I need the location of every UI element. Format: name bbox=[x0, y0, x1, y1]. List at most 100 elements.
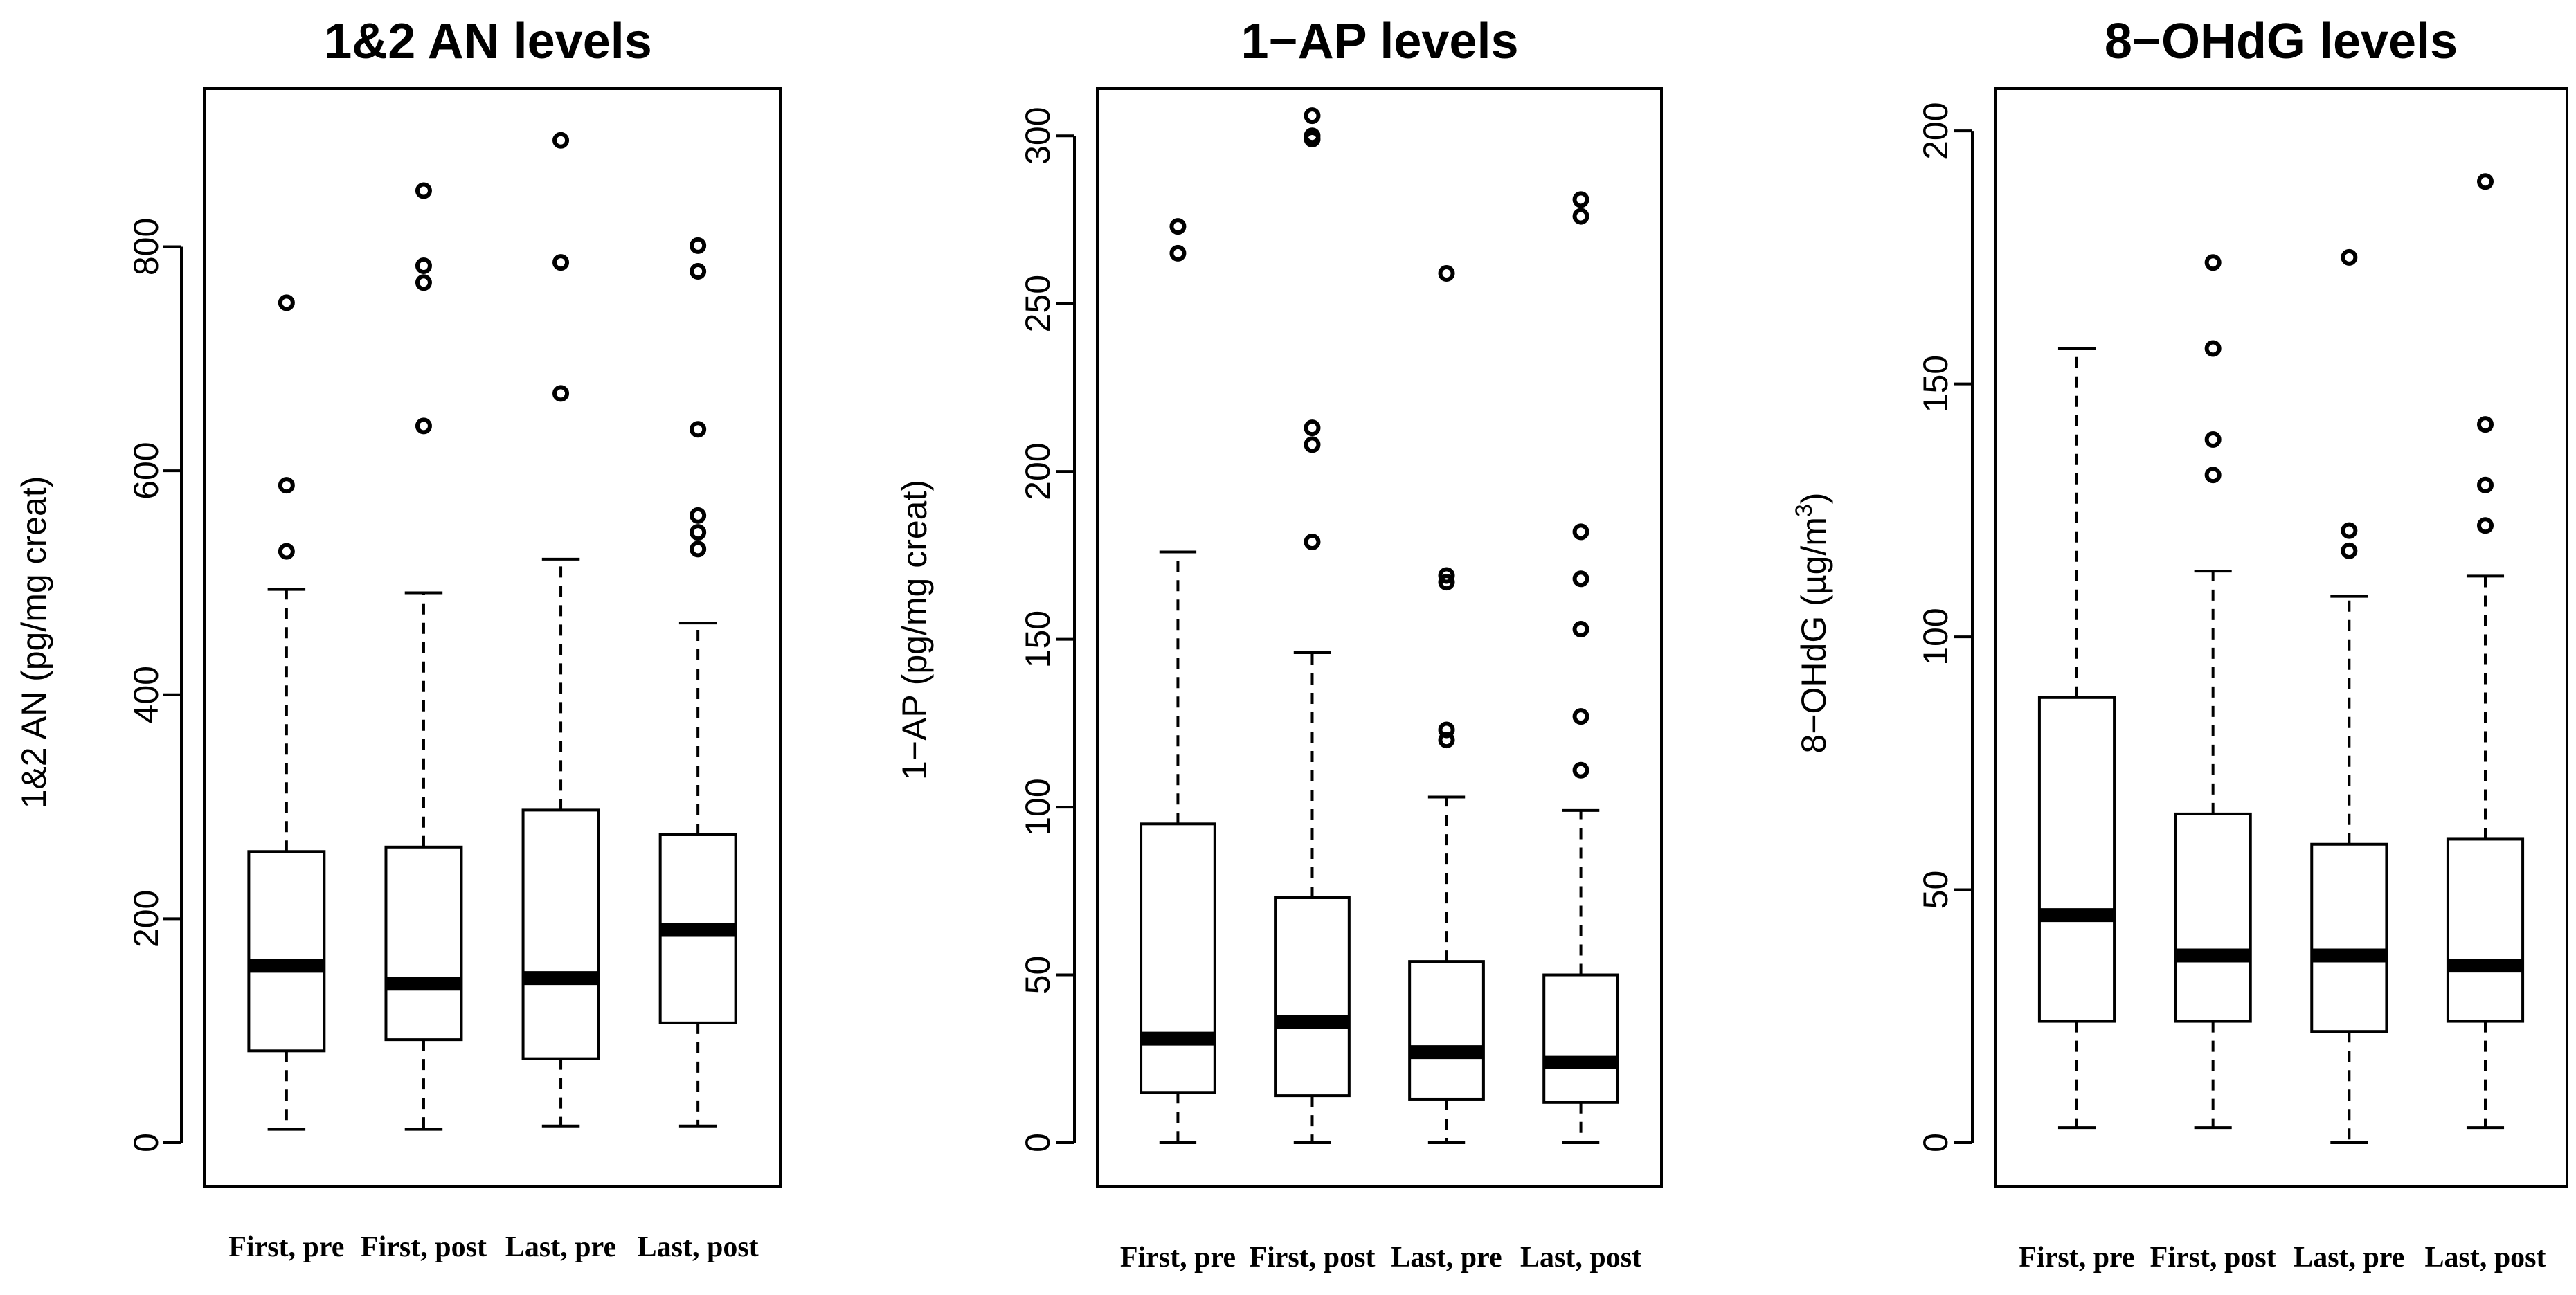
outlier-point bbox=[1169, 244, 1187, 262]
y-tick-label: 200 bbox=[127, 890, 165, 948]
y-tick-label: 400 bbox=[127, 666, 165, 723]
plot-frame bbox=[1994, 87, 2568, 1188]
outlier-point bbox=[415, 417, 432, 435]
box-4 bbox=[658, 237, 737, 1128]
chart-title: 8−OHdG levels bbox=[2105, 14, 2458, 69]
y-tick-label: 50 bbox=[1018, 956, 1057, 995]
y-tick-label: 0 bbox=[1018, 1133, 1057, 1152]
boxplot-marks: 0 200 400 600 800 First, pre First, post Last, … bbox=[127, 132, 759, 1263]
panel-ohdg-levels: 8−OHdG levels 8−OHdG (µg/m3) 0 50 100 150 20… bbox=[1791, 14, 2568, 1274]
outlier-point bbox=[1304, 533, 1321, 550]
iqr-box bbox=[1274, 896, 1351, 1098]
outlier-point bbox=[1304, 107, 1321, 125]
boxplot-marks: 0 50 100 150 200 First, pre First, post Last, p… bbox=[1916, 102, 2546, 1274]
x-tick-label: Last, post bbox=[638, 1231, 759, 1263]
x-tick-label: First, pre bbox=[1120, 1242, 1236, 1274]
x-tick-label: First, post bbox=[361, 1231, 487, 1263]
y-tick-label: 150 bbox=[1018, 610, 1057, 668]
box-3 bbox=[521, 132, 600, 1128]
y-axis-label-superscript: 3 bbox=[1791, 504, 1817, 517]
y-tick-label: 600 bbox=[127, 442, 165, 499]
y-tick-label: 100 bbox=[1018, 778, 1057, 835]
y-axis-label-end: ) bbox=[1794, 493, 1833, 505]
outlier-point bbox=[2204, 467, 2222, 484]
box-1 bbox=[247, 294, 326, 1131]
outlier-point bbox=[2477, 416, 2494, 433]
x-tick-label: Last, post bbox=[1520, 1242, 1641, 1274]
x-tick-label: Last, pre bbox=[1391, 1242, 1502, 1274]
chart-title: 1&2 AN levels bbox=[324, 14, 652, 69]
iqr-box bbox=[521, 808, 600, 1060]
iqr-box bbox=[2174, 812, 2252, 1023]
box-2 bbox=[1274, 107, 1351, 1144]
x-tick-label: First, post bbox=[1249, 1242, 1375, 1274]
outlier-point bbox=[1169, 218, 1187, 235]
box-1 bbox=[1140, 218, 1216, 1144]
outlier-point bbox=[1438, 721, 1455, 739]
outlier-point bbox=[2477, 517, 2494, 534]
y-axis-label: 8−OHdG (µg/m3) bbox=[1791, 493, 1833, 754]
outlier-point bbox=[2204, 340, 2222, 357]
outlier-point bbox=[1304, 419, 1321, 437]
outlier-point bbox=[1572, 208, 1589, 225]
plot-frame bbox=[1096, 87, 1663, 1188]
panel-ap-levels: 1−AP levels 1−AP (pg/mg creat) 0 50 100 150… bbox=[895, 14, 1663, 1274]
plot-frame bbox=[203, 87, 782, 1188]
box-2 bbox=[384, 182, 463, 1131]
outlier-point bbox=[1572, 570, 1589, 588]
outlier-point bbox=[690, 263, 707, 280]
outlier-point bbox=[2341, 542, 2358, 559]
y-tick-label: 250 bbox=[1018, 275, 1057, 332]
outlier-point bbox=[1438, 567, 1455, 584]
outlier-point bbox=[1304, 127, 1321, 145]
outlier-point bbox=[2477, 173, 2494, 190]
y-tick-label: 800 bbox=[127, 218, 165, 275]
outlier-point bbox=[1572, 761, 1589, 779]
y-axis-label-main: 8−OHdG (µg/m bbox=[1794, 517, 1833, 753]
outlier-point bbox=[690, 237, 707, 254]
outlier-point bbox=[2204, 431, 2222, 449]
x-tick-label: Last, post bbox=[2424, 1242, 2546, 1274]
y-tick-label: 0 bbox=[127, 1133, 165, 1152]
y-tick-label: 200 bbox=[1018, 442, 1057, 500]
y-tick-label: 200 bbox=[1916, 102, 1955, 159]
outlier-point bbox=[2341, 248, 2358, 266]
iqr-box bbox=[2037, 696, 2116, 1023]
outlier-point bbox=[1438, 265, 1455, 282]
outlier-point bbox=[690, 421, 707, 438]
x-tick-label: Last, pre bbox=[505, 1231, 616, 1263]
x-tick-label: Last, pre bbox=[2294, 1242, 2404, 1274]
chart-title: 1−AP levels bbox=[1241, 14, 1519, 69]
outlier-point bbox=[1438, 574, 1455, 591]
outlier-point bbox=[690, 507, 707, 524]
outlier-point bbox=[1304, 436, 1321, 453]
iqr-box bbox=[2310, 842, 2388, 1033]
y-tick-label: 300 bbox=[1018, 107, 1057, 164]
y-tick-label: 150 bbox=[1916, 355, 1955, 413]
iqr-box bbox=[384, 845, 463, 1042]
x-tick-label: First, pre bbox=[2019, 1242, 2134, 1274]
outlier-point bbox=[552, 254, 570, 271]
outlier-point bbox=[278, 294, 295, 311]
outlier-point bbox=[690, 524, 707, 541]
x-tick-label: First, pre bbox=[228, 1231, 344, 1263]
outlier-point bbox=[1572, 708, 1589, 725]
outlier-point bbox=[2204, 254, 2222, 271]
outlier-point bbox=[1572, 621, 1589, 638]
outlier-point bbox=[2341, 522, 2358, 539]
box-3 bbox=[2310, 248, 2388, 1144]
outlier-point bbox=[552, 385, 570, 402]
outlier-point bbox=[415, 257, 432, 274]
boxplot-marks: 0 50 100 150 200 250 300 First, pre First, post L… bbox=[1018, 107, 1641, 1274]
iqr-box bbox=[1408, 960, 1485, 1101]
outlier-point bbox=[690, 541, 707, 558]
outlier-point bbox=[1572, 523, 1589, 541]
outlier-point bbox=[552, 132, 570, 149]
outlier-point bbox=[415, 182, 432, 199]
box-2 bbox=[2174, 254, 2252, 1130]
outlier-point bbox=[1438, 732, 1455, 749]
box-1 bbox=[2037, 347, 2116, 1130]
y-tick-label: 0 bbox=[1916, 1133, 1955, 1152]
iqr-box bbox=[2446, 837, 2525, 1023]
